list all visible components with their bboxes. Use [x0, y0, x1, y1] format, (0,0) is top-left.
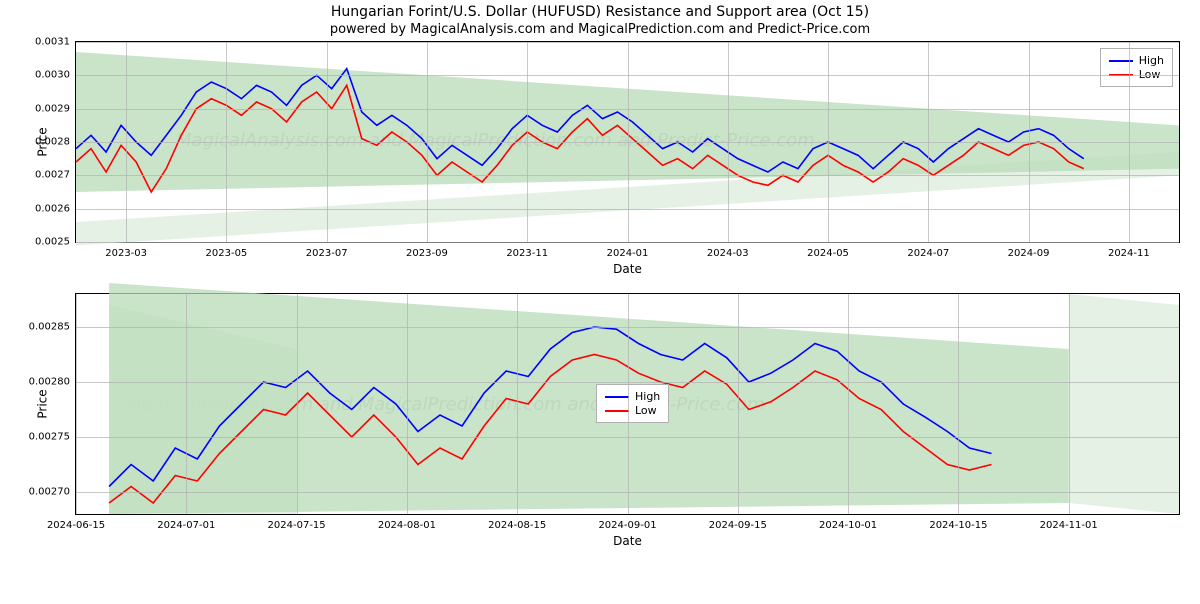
y-tick-label: 0.0030	[35, 70, 76, 81]
chart-title: Hungarian Forint/U.S. Dollar (HUFUSD) Re…	[0, 4, 1200, 20]
x-tick-label: 2024-07	[907, 242, 949, 259]
y-tick-label: 0.0027	[35, 170, 76, 181]
x-tick-label: 2024-06-15	[47, 514, 105, 531]
x-tick-label: 2024-09	[1008, 242, 1050, 259]
bottom-y-axis-label: Price	[36, 389, 50, 418]
legend-label-high: High	[1139, 54, 1164, 67]
y-tick-label: 0.0029	[35, 103, 76, 114]
x-tick-label: 2024-05	[807, 242, 849, 259]
y-tick-label: 0.00270	[29, 487, 76, 498]
x-tick-label: 2024-08-15	[488, 514, 546, 531]
y-tick-label: 0.00275	[29, 432, 76, 443]
x-tick-label: 2024-07-01	[157, 514, 215, 531]
y-tick-label: 0.0031	[35, 37, 76, 48]
top-x-axis-label: Date	[613, 262, 642, 276]
top-chart: Price Date MagicalAnalysis.com and Magic…	[75, 41, 1180, 243]
x-tick-label: 2023-03	[105, 242, 147, 259]
x-tick-label: 2024-01	[607, 242, 649, 259]
x-tick-label: 2024-09-01	[598, 514, 656, 531]
bottom-legend: High Low	[596, 384, 669, 423]
x-tick-label: 2024-10-15	[929, 514, 987, 531]
x-tick-label: 2023-05	[206, 242, 248, 259]
x-tick-label: 2024-08-01	[378, 514, 436, 531]
x-tick-label: 2024-11	[1108, 242, 1150, 259]
legend-swatch-high	[605, 396, 629, 398]
chart-subtitle: powered by MagicalAnalysis.com and Magic…	[0, 22, 1200, 37]
y-tick-label: 0.00280	[29, 377, 76, 388]
y-tick-label: 0.00285	[29, 322, 76, 333]
legend-row-low: Low	[605, 404, 660, 417]
top-legend: High Low	[1100, 48, 1173, 87]
x-tick-label: 2024-11-01	[1040, 514, 1098, 531]
legend-row-high: High	[605, 390, 660, 403]
x-tick-label: 2024-03	[707, 242, 749, 259]
bottom-chart: Price Date MagicalAnalysis.com and Magic…	[75, 293, 1180, 515]
x-tick-label: 2024-10-01	[819, 514, 877, 531]
x-tick-label: 2023-07	[306, 242, 348, 259]
x-tick-label: 2024-09-15	[709, 514, 767, 531]
legend-label-high: High	[635, 390, 660, 403]
figure-container: Hungarian Forint/U.S. Dollar (HUFUSD) Re…	[0, 4, 1200, 604]
y-tick-label: 0.0028	[35, 137, 76, 148]
legend-row-high: High	[1109, 54, 1164, 67]
y-tick-label: 0.0026	[35, 203, 76, 214]
legend-swatch-low	[605, 410, 629, 412]
y-tick-label: 0.0025	[35, 237, 76, 248]
x-tick-label: 2023-09	[406, 242, 448, 259]
x-tick-label: 2024-07-15	[268, 514, 326, 531]
legend-label-low: Low	[635, 404, 657, 417]
x-tick-label: 2023-11	[506, 242, 548, 259]
bottom-x-axis-label: Date	[613, 534, 642, 548]
